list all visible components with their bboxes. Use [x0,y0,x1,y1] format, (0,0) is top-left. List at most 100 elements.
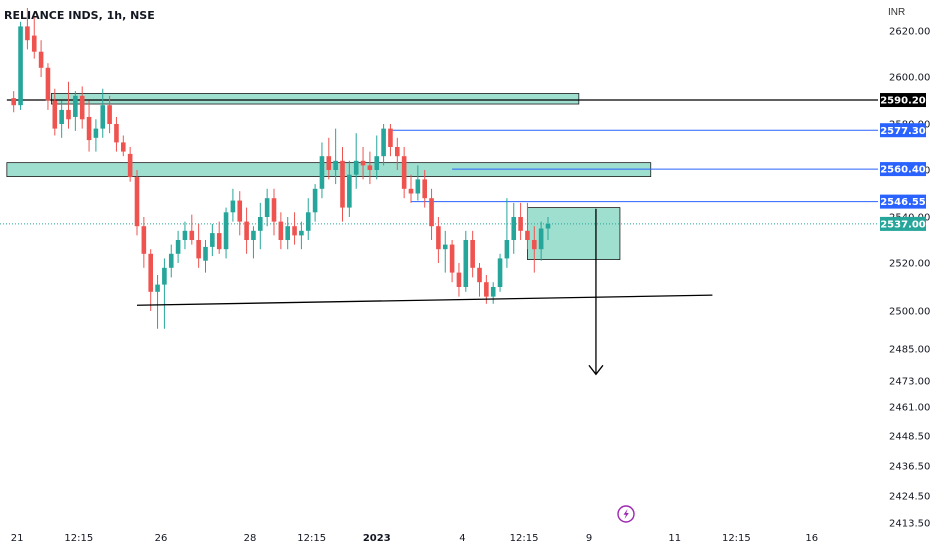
y-tick-label: 2424.50 [889,492,930,503]
candle-body-65 [456,272,462,287]
y-tick-label: 2485.00 [889,345,930,356]
price-tag-1 [880,123,926,138]
candle-body-32 [230,200,236,213]
zone-rect-0 [50,93,580,105]
candle-body-64 [449,244,455,273]
candle-body-11 [86,116,92,141]
candle-body-28 [203,246,208,261]
candle-body-70 [490,287,496,297]
x-tick-label: 4 [459,533,465,544]
price-tag-label: 2577.30 [880,126,926,137]
price-tag-2 [880,162,926,177]
candle-body-0 [11,98,16,106]
candle-body-71 [497,258,503,287]
candle-body-25 [182,230,188,240]
candle-body-60 [422,179,427,199]
candle-body-53 [374,156,380,170]
candle-body-59 [415,179,421,194]
candle-body-67 [470,240,475,268]
candle-body-24 [175,240,181,254]
candle-body-66 [463,240,469,287]
x-tick-label: 2023 [363,533,391,544]
candle-body-4 [38,51,44,68]
candle-body-77 [538,228,544,250]
candle-body-14 [107,105,112,124]
x-tick-label: 12:15 [510,533,539,544]
candle-body-47 [333,160,338,170]
candle-body-58 [408,188,414,194]
candle-body-17 [127,153,133,178]
candle-body-33 [237,200,243,222]
candles [11,8,551,329]
candle-body-54 [381,128,386,157]
price-tag-3 [880,194,926,209]
candle-body-2 [25,26,30,41]
x-tick-label: 26 [155,533,168,544]
candle-body-69 [484,282,489,297]
candle-body-78 [545,223,551,229]
candle-body-10 [79,95,85,120]
candle-body-55 [388,128,393,147]
y-tick-label: 2500.00 [889,307,930,318]
chart-icons[interactable] [617,505,635,523]
candle-body-40 [285,226,290,240]
x-tick-label: 12:15 [297,533,326,544]
candle-body-46 [326,156,332,170]
candle-body-76 [532,240,537,250]
y-tick-label: 2436.50 [889,462,930,473]
horizontal-lines [0,99,878,225]
candle-body-20 [148,253,153,292]
price-tag-label: 2560.40 [880,165,926,176]
candle-body-7 [59,109,64,124]
candle-body-1 [18,26,23,106]
candle-body-16 [121,142,126,152]
candle-body-62 [436,226,441,250]
price-tag-label: 2590.20 [880,96,926,107]
candle-body-27 [196,240,201,259]
candle-body-8 [66,109,71,120]
x-tick-label: 12:15 [64,533,93,544]
candle-body-63 [442,244,448,250]
candle-body-43 [305,212,311,231]
price-tag-0 [880,93,926,108]
candle-body-34 [244,221,249,240]
y-tick-label: 2448.50 [889,432,930,443]
candle-body-38 [271,198,277,222]
candle-body-12 [93,128,99,138]
y-tick-label: 2473.00 [889,377,930,388]
candle-body-61 [429,198,434,227]
arrow-head [588,364,604,376]
x-tick-label: 12:15 [722,533,751,544]
price-tag-4 [880,216,926,231]
candle-body-45 [319,156,325,189]
time-axis[interactable]: 21 12:15 26 28 12:15 2023 4 12:15 9 11 12:15 16 [11,533,818,544]
candle-body-23 [168,253,174,268]
y-tick-label: 2520.00 [889,259,930,270]
trendline [136,294,713,306]
candle-body-56 [395,147,400,157]
candle-body-51 [360,160,366,166]
currency-label: INR [888,7,906,18]
candle-body-31 [223,212,229,250]
candle-body-50 [353,160,359,175]
candle-body-5 [45,67,51,101]
candle-body-49 [347,174,352,208]
candle-body-41 [292,226,297,236]
candle-body-73 [511,217,517,240]
candle-body-21 [155,284,160,292]
candle-body-74 [518,217,523,231]
candle-body-37 [264,198,270,217]
x-tick-label: 16 [805,533,818,544]
candle-body-75 [525,230,530,240]
price-tags: 2590.20 2577.30 2560.40 2546.55 2537.00 [880,93,926,231]
x-tick-label: 11 [668,533,681,544]
y-tick-label: 2461.00 [889,403,930,414]
drawing-overlay [136,208,713,376]
candle-body-57 [401,156,407,189]
candle-body-42 [299,230,304,236]
candle-body-3 [31,35,37,52]
candle-body-36 [258,217,263,231]
candle-body-19 [141,226,147,254]
candle-body-48 [340,160,345,208]
